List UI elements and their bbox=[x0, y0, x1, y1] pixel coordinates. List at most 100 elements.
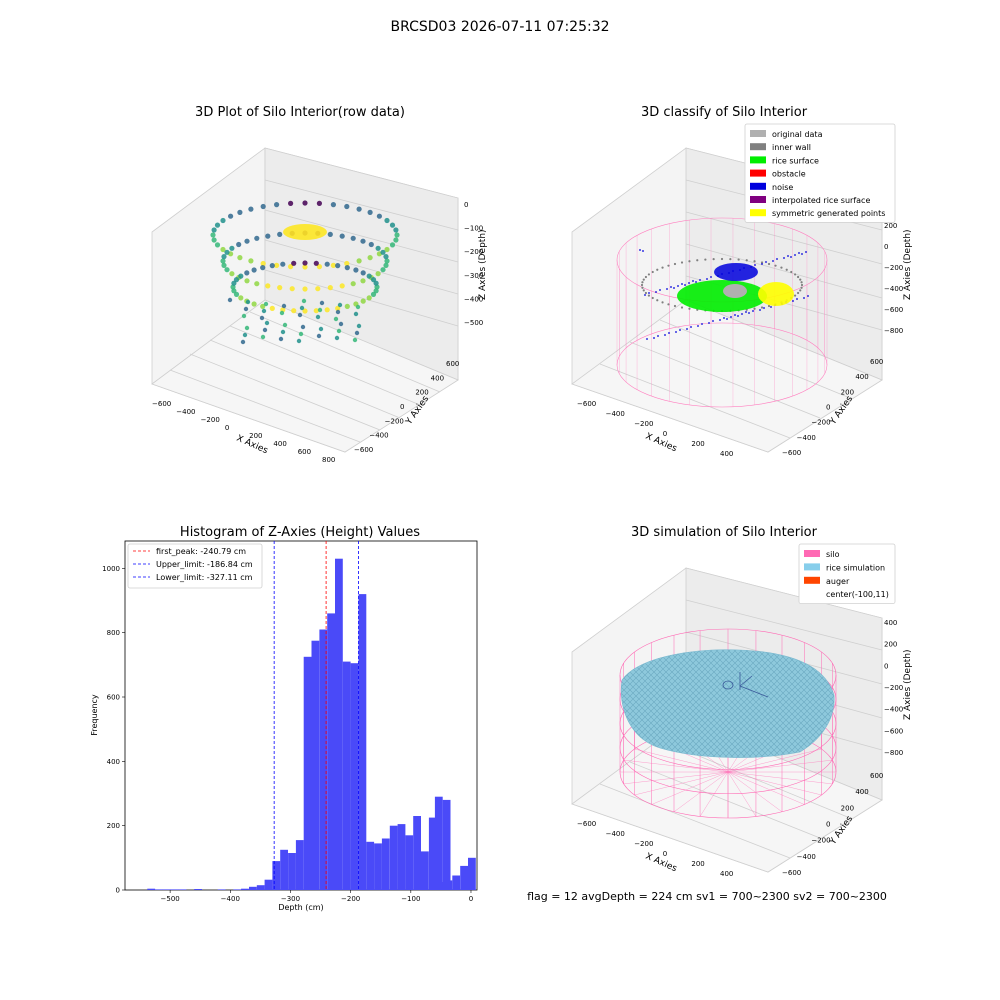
noise-point bbox=[681, 283, 683, 285]
panel3-ylabel: Frequency bbox=[90, 694, 99, 736]
scatter-point bbox=[337, 302, 343, 308]
inner-wall-point bbox=[656, 299, 659, 302]
noise-point bbox=[807, 295, 809, 297]
scatter-point bbox=[221, 262, 227, 268]
inner-wall-point bbox=[641, 286, 644, 289]
x-tick-label: 400 bbox=[720, 870, 733, 878]
scatter-point bbox=[242, 332, 248, 338]
silo-wire-spoke bbox=[651, 771, 729, 805]
legend-swatch bbox=[750, 196, 766, 203]
scatter-point bbox=[384, 258, 390, 264]
histogram-bar bbox=[366, 841, 375, 890]
noise-point bbox=[805, 251, 807, 253]
scatter-point bbox=[324, 307, 330, 313]
x-tick-label: −400 bbox=[606, 410, 625, 418]
noise-point bbox=[772, 260, 774, 262]
y-tick-label: −400 bbox=[369, 432, 388, 440]
scatter-point bbox=[301, 298, 307, 304]
noise-point bbox=[765, 261, 767, 263]
scatter-point bbox=[316, 264, 322, 270]
panel2-xticks: −600 −400 −200 0 200 400 bbox=[577, 400, 733, 458]
noise-point bbox=[675, 331, 677, 333]
y-tick-label: 0 bbox=[116, 887, 120, 895]
legend-label: rice surface bbox=[772, 156, 819, 165]
y-tick-label: 400 bbox=[431, 374, 444, 382]
inner-wall-point bbox=[767, 262, 771, 266]
scatter-point bbox=[238, 295, 244, 301]
scatter-point bbox=[297, 312, 303, 318]
panel2-legend: original data inner wall rice surface obsta… bbox=[744, 123, 896, 223]
histogram-bar bbox=[358, 594, 367, 890]
panel4-legend: silo rice simulation auger center(-100,11) bbox=[798, 543, 896, 604]
inner-wall-point bbox=[799, 278, 802, 281]
silo-wire-spoke bbox=[727, 771, 833, 785]
noise-point bbox=[798, 252, 800, 254]
legend-label: interpolated rice surface bbox=[772, 196, 870, 205]
z-tick-label: 0 bbox=[884, 662, 888, 670]
noise-point bbox=[734, 314, 736, 316]
noise-point bbox=[741, 313, 743, 315]
z-tick-label: −100 bbox=[464, 225, 483, 233]
silo-wire-spoke bbox=[727, 771, 805, 805]
original-data-cluster bbox=[723, 284, 747, 298]
noise-point bbox=[648, 292, 650, 294]
scatter-point bbox=[210, 232, 216, 238]
y-tick-label: 600 bbox=[446, 360, 459, 368]
legend-frame bbox=[744, 123, 896, 223]
scatter-point bbox=[344, 260, 350, 267]
scatter-point bbox=[383, 262, 389, 268]
inner-wall-point bbox=[774, 264, 777, 267]
scatter-point bbox=[240, 339, 246, 345]
x-tick-label: −300 bbox=[281, 895, 300, 903]
histogram-bar bbox=[327, 613, 335, 890]
scatter-point bbox=[264, 320, 270, 326]
inner-wall-point bbox=[760, 261, 764, 264]
noise-point bbox=[642, 250, 644, 252]
inner-wall-point bbox=[642, 278, 645, 281]
z-tick-label: −600 bbox=[884, 306, 903, 314]
x-tick-label: −400 bbox=[176, 408, 195, 416]
x-tick-label: −400 bbox=[221, 895, 240, 903]
panel-simulation-3d: 3D simulation of Silo Interior −600−400−… bbox=[571, 525, 913, 878]
legend-label: first_peak: -240.79 cm bbox=[156, 547, 246, 556]
histogram-bar bbox=[442, 799, 451, 890]
panel4-zlabel: Z Axies (Depth) bbox=[903, 649, 913, 720]
noise-point bbox=[670, 286, 672, 288]
histogram-bar bbox=[434, 796, 443, 890]
scatter-point bbox=[277, 231, 283, 237]
inner-wall-point bbox=[760, 306, 764, 309]
panel-histogram: Histogram of Z-Axies (Height) Values −50… bbox=[90, 525, 478, 912]
scatter-point bbox=[393, 227, 399, 233]
x-tick-label: 800 bbox=[322, 456, 335, 464]
x-tick-label: 200 bbox=[691, 440, 704, 448]
scatter-point bbox=[316, 200, 322, 206]
y-tick-label: −200 bbox=[385, 417, 404, 425]
histogram-bar bbox=[303, 656, 312, 890]
noise-point bbox=[792, 300, 794, 302]
scatter-point bbox=[360, 270, 366, 276]
noise-point bbox=[745, 311, 747, 313]
inner-wall-point bbox=[785, 268, 788, 271]
scatter-point bbox=[254, 281, 260, 287]
scatter-point bbox=[334, 335, 340, 341]
noise-point bbox=[666, 288, 668, 290]
inner-wall-point bbox=[753, 260, 756, 263]
noise-point bbox=[754, 264, 756, 266]
histogram-bar bbox=[311, 640, 320, 890]
noise-cluster bbox=[714, 263, 758, 281]
scatter-point bbox=[220, 217, 226, 224]
scatter-point bbox=[263, 301, 269, 307]
scatter-point bbox=[236, 241, 242, 248]
inner-wall-point bbox=[656, 268, 659, 271]
silo-wire-spoke bbox=[623, 771, 729, 785]
legend-label: silo bbox=[826, 550, 840, 559]
x-tick-label: 0 bbox=[225, 424, 229, 432]
histogram-bar bbox=[264, 879, 273, 890]
noise-point bbox=[763, 307, 765, 309]
scatter-point bbox=[296, 338, 302, 344]
silo-wire-spoke bbox=[634, 748, 729, 773]
z-tick-label: 200 bbox=[884, 641, 897, 649]
x-tick-label: 0 bbox=[663, 430, 667, 438]
noise-point bbox=[659, 289, 661, 291]
scatter-point bbox=[298, 331, 304, 337]
